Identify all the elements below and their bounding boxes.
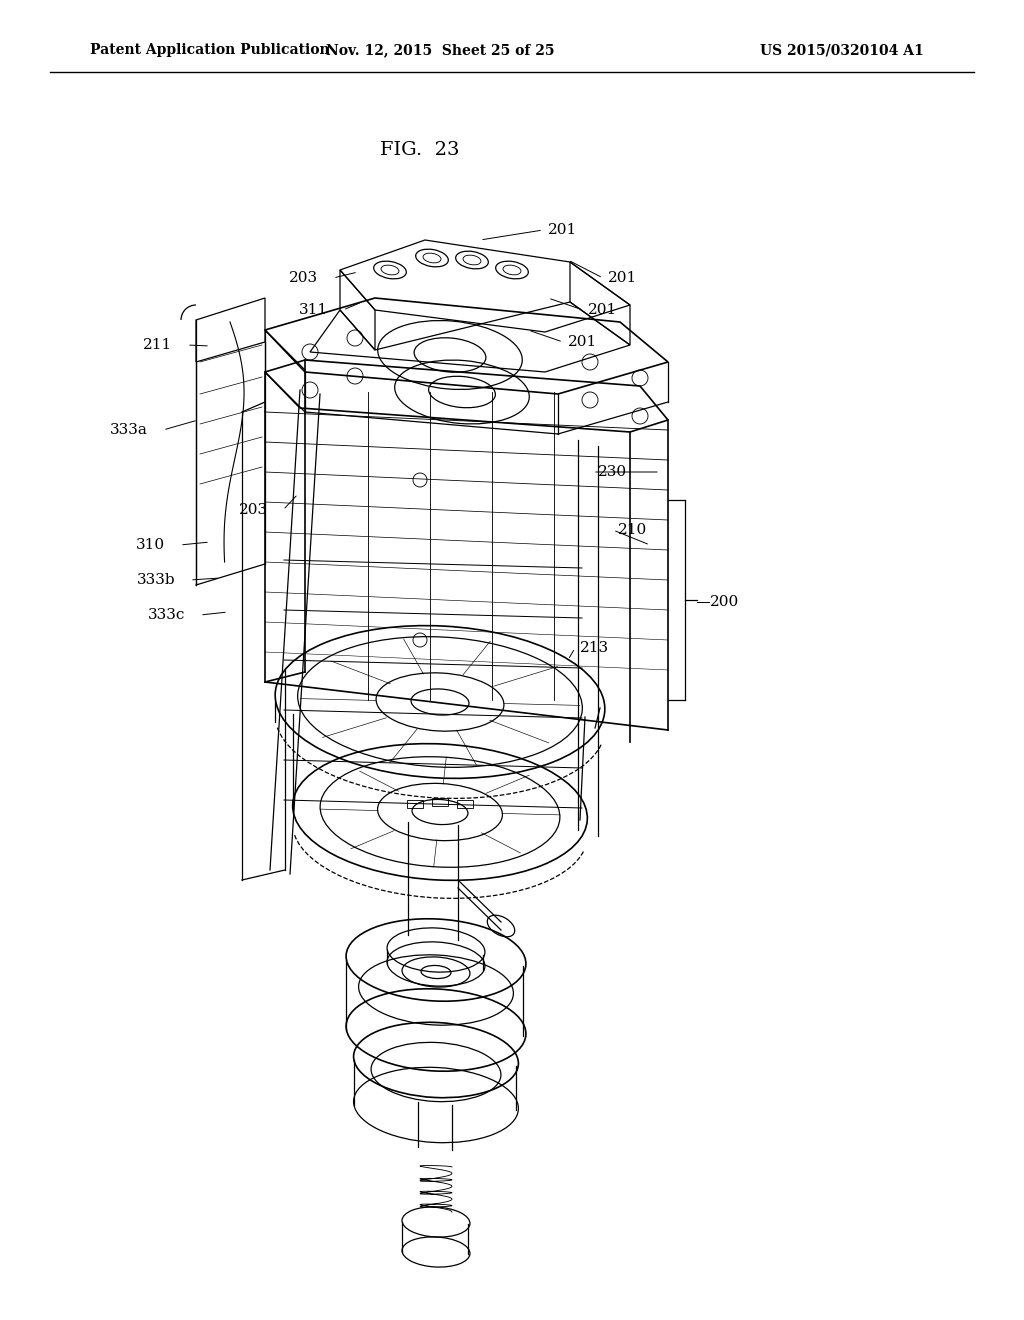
Text: US 2015/0320104 A1: US 2015/0320104 A1 [760, 44, 924, 57]
Text: 333c: 333c [147, 609, 185, 622]
Text: 200: 200 [710, 595, 739, 609]
Text: 211: 211 [142, 338, 172, 352]
Text: Nov. 12, 2015  Sheet 25 of 25: Nov. 12, 2015 Sheet 25 of 25 [326, 44, 554, 57]
Text: 203: 203 [239, 503, 268, 517]
Text: FIG.  23: FIG. 23 [380, 141, 460, 158]
Text: 333b: 333b [136, 573, 175, 587]
Text: 201: 201 [608, 271, 637, 285]
Text: 210: 210 [618, 523, 647, 537]
Text: 201: 201 [548, 223, 578, 238]
Text: 203: 203 [289, 271, 318, 285]
Text: 333a: 333a [111, 422, 148, 437]
Text: 201: 201 [588, 304, 617, 317]
Text: 230: 230 [598, 465, 627, 479]
Text: 213: 213 [580, 642, 609, 655]
Text: 310: 310 [136, 539, 165, 552]
Text: 201: 201 [568, 335, 597, 348]
Text: 311: 311 [299, 304, 328, 317]
Text: Patent Application Publication: Patent Application Publication [90, 44, 330, 57]
